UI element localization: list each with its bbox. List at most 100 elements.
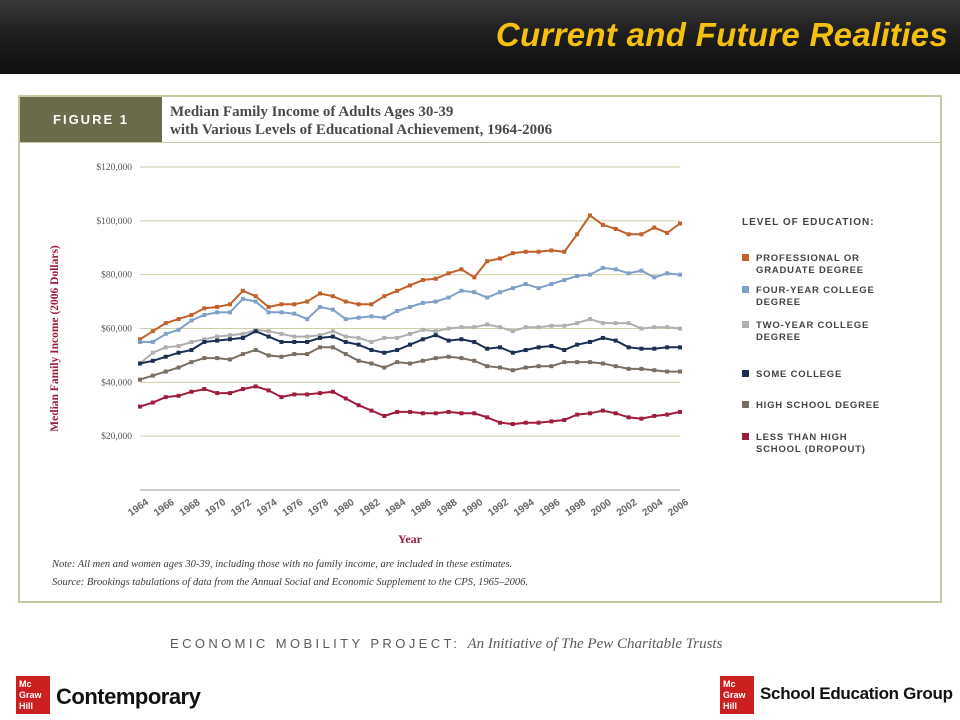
data-point [575, 342, 580, 347]
x-tick-label: 1982 [358, 497, 383, 519]
data-point [510, 251, 515, 256]
data-point [472, 411, 477, 416]
data-point [382, 294, 387, 299]
data-point [575, 232, 580, 237]
data-point [228, 337, 232, 342]
data-point [395, 360, 400, 365]
data-point [343, 352, 348, 357]
data-point [665, 230, 670, 235]
data-point [652, 346, 657, 351]
legend-title: LEVEL OF EDUCATION: [742, 217, 875, 228]
data-point [266, 353, 271, 358]
data-point [523, 348, 528, 353]
data-point [189, 360, 194, 365]
data-point [562, 278, 567, 283]
legend-label: LESS THAN HIGH SCHOOL (DROPOUT) [756, 432, 866, 455]
data-point [253, 329, 258, 334]
x-tick-label: 1968 [178, 497, 203, 519]
data-point [613, 321, 618, 326]
data-point [150, 373, 155, 378]
data-point [176, 343, 181, 348]
data-point [639, 232, 644, 237]
data-point [446, 295, 451, 300]
data-point [356, 342, 361, 347]
data-point [408, 409, 412, 414]
data-point [420, 411, 425, 416]
data-point [639, 366, 644, 371]
data-point [536, 325, 541, 330]
series-line [140, 266, 681, 343]
data-point [395, 348, 400, 353]
data-point [678, 409, 682, 414]
slide-header: Current and Future Realities [0, 0, 960, 74]
data-point [228, 302, 232, 307]
data-point [523, 420, 528, 425]
data-point [240, 288, 245, 293]
data-point [240, 296, 245, 301]
data-point [369, 408, 374, 413]
data-point [510, 329, 515, 334]
data-point [562, 348, 567, 353]
data-point [163, 331, 168, 336]
data-point [408, 304, 412, 309]
data-point [189, 389, 194, 394]
data-point [678, 221, 682, 226]
data-point [613, 364, 618, 369]
data-point [510, 422, 515, 427]
legend-swatch [742, 286, 749, 293]
data-point [536, 364, 541, 369]
x-tick-label: 1974 [255, 497, 280, 519]
data-point [433, 411, 438, 416]
x-tick-label: 1996 [538, 497, 563, 519]
data-point [472, 325, 477, 330]
data-point [395, 288, 400, 293]
legend-label: FOUR-YEAR COLLEGE DEGREE [756, 285, 875, 308]
data-point [498, 256, 502, 261]
data-point [562, 249, 567, 254]
data-point [356, 315, 361, 320]
project-subtitle: An Initiative of The Pew Charitable Trus… [467, 636, 723, 652]
data-point [626, 415, 631, 420]
data-point [510, 368, 515, 373]
legend-swatch [742, 433, 749, 440]
data-point [189, 339, 194, 344]
data-point [369, 339, 374, 344]
data-point [600, 321, 605, 326]
data-point [330, 294, 335, 299]
data-point [176, 393, 181, 398]
data-point [202, 313, 207, 318]
data-point [472, 290, 477, 295]
x-tick-label: 1978 [306, 497, 331, 519]
data-point [279, 395, 284, 400]
data-point [356, 403, 361, 408]
data-point [588, 272, 592, 277]
figure-title: Median Family Income of Adults Ages 30-3… [170, 103, 770, 139]
data-point [626, 271, 631, 276]
data-point [575, 360, 580, 365]
x-tick-label: 1992 [486, 497, 511, 519]
data-point [588, 360, 592, 365]
data-point [408, 283, 412, 288]
data-point [485, 322, 490, 327]
data-point [459, 288, 464, 293]
data-point [215, 304, 220, 309]
x-tick-label: 1972 [229, 497, 254, 519]
figure-label: FIGURE 1 [20, 97, 162, 142]
data-point [613, 267, 618, 272]
data-point [408, 331, 412, 336]
data-point [549, 323, 554, 328]
x-tick-label: 1970 [203, 497, 228, 519]
data-point [498, 420, 502, 425]
data-point [600, 335, 605, 340]
data-point [138, 361, 142, 366]
x-tick-label: 2006 [666, 497, 691, 519]
data-point [588, 213, 592, 218]
data-point [305, 339, 310, 344]
x-tick-label: 1980 [332, 497, 357, 519]
data-point [215, 391, 220, 396]
data-point [163, 354, 168, 359]
y-tick-label: $100,000 [96, 216, 132, 227]
data-point [240, 335, 245, 340]
data-point [318, 333, 322, 338]
data-point [279, 354, 284, 359]
